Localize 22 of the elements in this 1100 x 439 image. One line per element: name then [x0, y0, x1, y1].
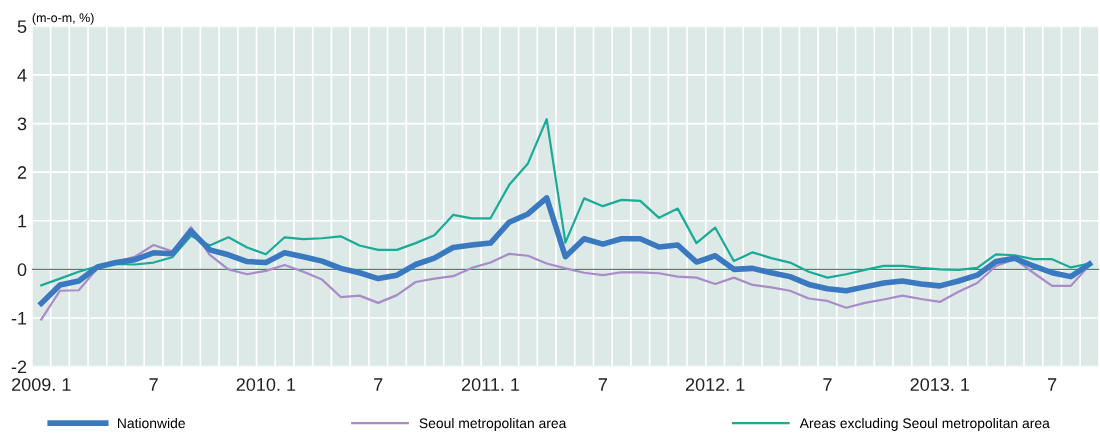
x-tick-label: 2009. 1: [12, 378, 71, 391]
y-tick-label: 3: [17, 117, 27, 131]
y-tick-label: 1: [18, 214, 27, 228]
y-tick-label: 5: [17, 20, 27, 34]
x-tick-label: 2010. 1: [236, 378, 296, 391]
x-tick-label: 2011. 1: [461, 378, 520, 391]
y-tick-label: 0: [17, 263, 27, 277]
y-axis-title: (m-o-m, %): [32, 12, 94, 25]
y-tick-label: -1: [11, 312, 27, 325]
legend-label: Seoul metropolitan area: [419, 417, 567, 431]
x-tick-label: 7: [823, 378, 832, 391]
x-tick-label: 7: [149, 378, 158, 391]
y-tick-label: 2: [17, 166, 27, 179]
x-tick-label: 2013. 1: [910, 378, 970, 391]
legend-label: Areas excluding Seoul metropolitan area: [799, 417, 1050, 431]
legend-label: Nationwide: [117, 417, 185, 429]
x-tick-label: 7: [598, 378, 607, 391]
y-tick-label: -2: [11, 360, 27, 374]
x-tick-label: 2012. 1: [685, 378, 745, 391]
y-tick-label: 4: [17, 69, 27, 82]
x-tick-label: 7: [1048, 378, 1057, 391]
x-tick-label: 7: [374, 378, 383, 391]
